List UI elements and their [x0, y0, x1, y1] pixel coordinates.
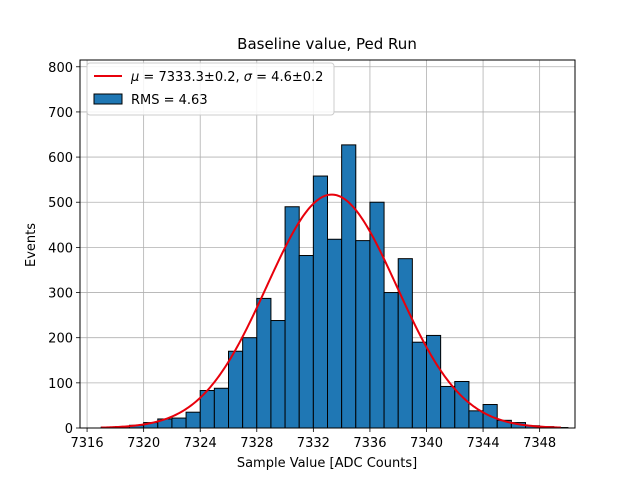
x-tick-label: 7336 — [353, 436, 386, 451]
y-axis-label: Events — [24, 223, 39, 267]
histogram-bar — [172, 418, 186, 428]
histogram-bar — [271, 321, 285, 428]
x-tick-label: 7316 — [71, 436, 104, 451]
legend-sigma-value: = 4.6±0.2 — [252, 70, 323, 85]
x-tick-label: 7344 — [467, 436, 500, 451]
histogram-bar — [313, 176, 327, 428]
x-tick-label: 7328 — [240, 436, 273, 451]
histogram-bar — [384, 293, 398, 428]
legend-hist-swatch — [94, 94, 122, 104]
histogram-bar — [243, 338, 257, 428]
legend-mu-value: = 7333.3±0.2, — [139, 70, 243, 85]
x-tick-label: 7324 — [184, 436, 217, 451]
x-axis-ticks: 7316 7320 7324 7328 7332 7336 7340 7344 7348 — [71, 428, 557, 451]
legend-fit-label: μ = 7333.3±0.2, σ = 4.6±0.2 — [130, 70, 323, 85]
x-tick-label: 7340 — [410, 436, 443, 451]
legend-mu-symbol: μ — [130, 70, 139, 85]
histogram-bar — [469, 411, 483, 428]
x-tick-label: 7332 — [297, 436, 330, 451]
x-tick-label: 7320 — [127, 436, 160, 451]
histogram-bar — [299, 256, 313, 428]
histogram-bar — [285, 207, 299, 428]
y-tick-label: 300 — [48, 287, 73, 302]
histogram-bar — [214, 388, 228, 428]
histogram-bar — [229, 351, 243, 428]
legend-hist-label: RMS = 4.63 — [131, 93, 208, 108]
y-tick-label: 200 — [48, 332, 73, 347]
histogram-bar — [441, 386, 455, 428]
histogram-bar — [398, 259, 412, 428]
x-tick-label: 7348 — [523, 436, 556, 451]
y-tick-label: 800 — [48, 61, 73, 76]
histogram-bar — [356, 241, 370, 428]
y-tick-label: 500 — [48, 196, 73, 211]
histogram-bar — [257, 298, 271, 428]
y-tick-label: 0 — [65, 422, 73, 437]
chart-title: Baseline value, Ped Run — [237, 35, 417, 53]
y-tick-label: 700 — [48, 106, 73, 121]
histogram-bar — [455, 381, 469, 428]
y-tick-label: 100 — [48, 377, 73, 392]
histogram-bar — [186, 412, 200, 428]
histogram-bar — [412, 342, 426, 428]
histogram-bar — [328, 239, 342, 428]
y-tick-label: 400 — [48, 241, 73, 256]
y-tick-label: 600 — [48, 151, 73, 166]
histogram-bar — [342, 145, 356, 428]
legend: μ = 7333.3±0.2, σ = 4.6±0.2 RMS = 4.63 — [87, 63, 334, 115]
x-axis-label: Sample Value [ADC Counts] — [237, 456, 417, 471]
